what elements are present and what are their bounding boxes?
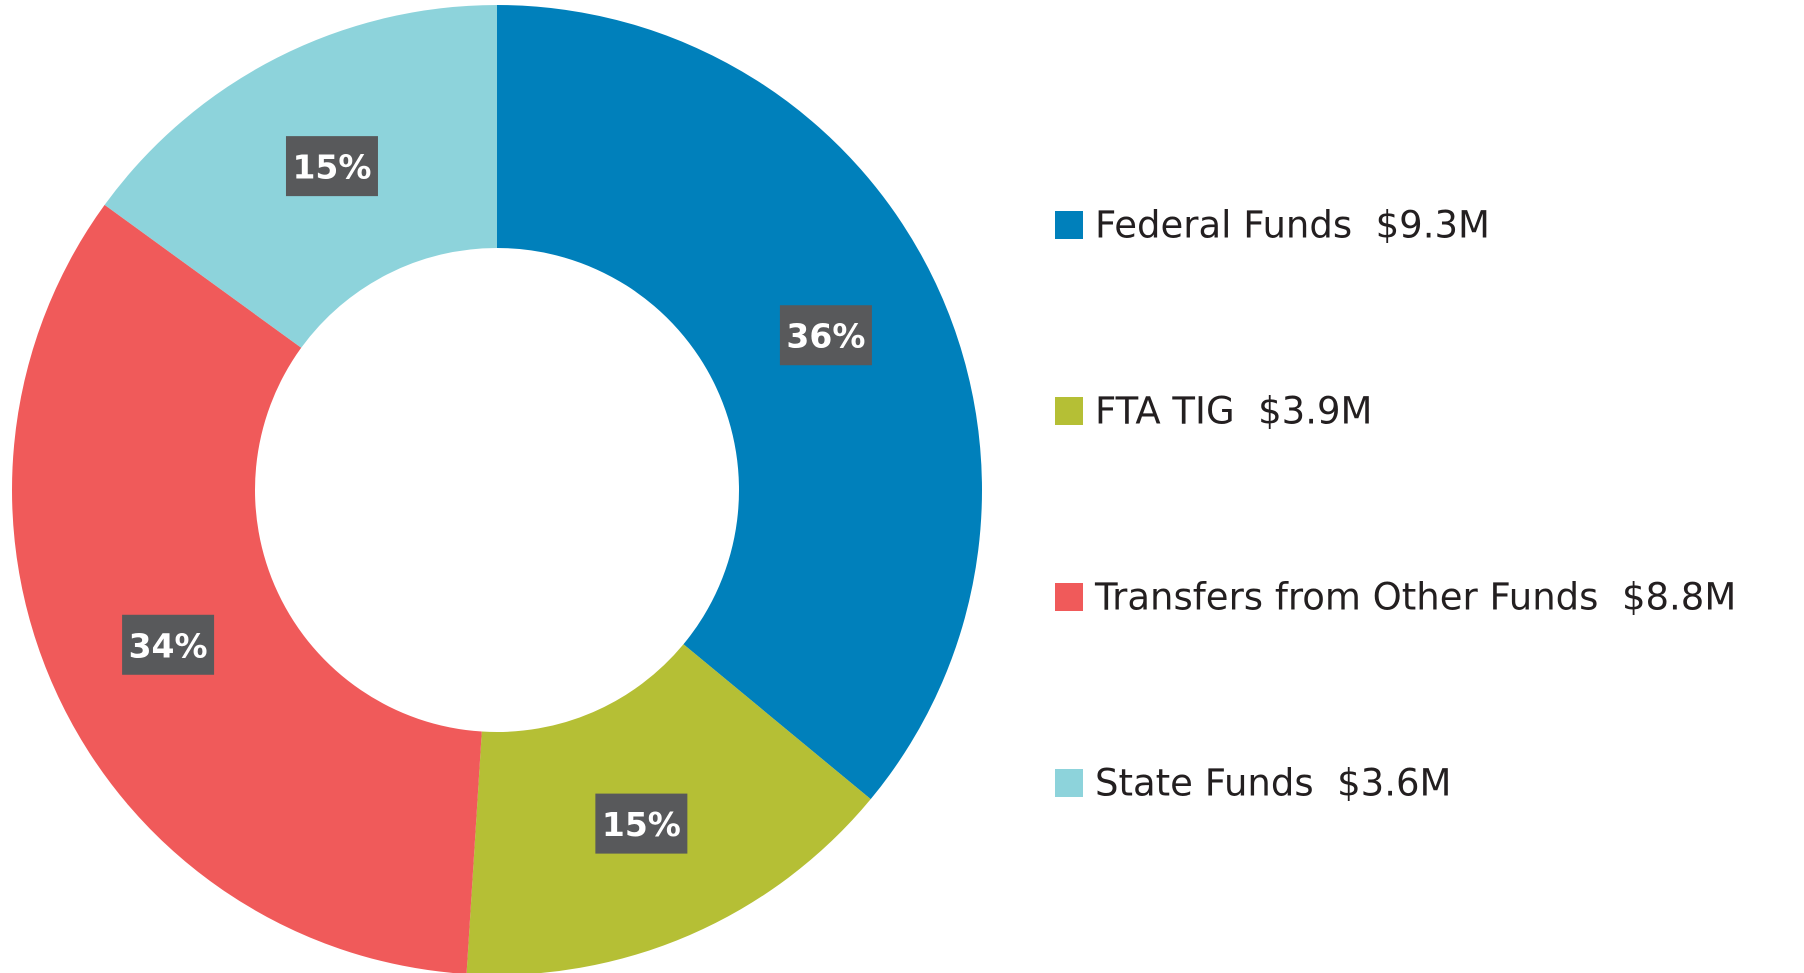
- slice: [12, 204, 482, 973]
- value-label-box: [122, 614, 215, 675]
- legend-text: State Funds $3.6M: [1095, 762, 1451, 805]
- legend-swatch: [1055, 211, 1083, 239]
- legend-text: Federal Funds $9.3M: [1095, 204, 1490, 247]
- slice: [497, 5, 982, 800]
- value-label-box: [595, 793, 688, 854]
- value-label: 36%: [786, 317, 865, 356]
- value-label-box: [285, 136, 378, 197]
- value-label-box: [779, 305, 872, 366]
- legend-swatch: [1055, 583, 1083, 611]
- legend-text: FTA TIG $3.9M: [1095, 390, 1372, 433]
- value-label: 34%: [129, 626, 208, 665]
- legend-swatch: [1055, 769, 1083, 797]
- value-label: 15%: [602, 805, 681, 844]
- legend-text: Transfers from Other Funds $8.8M: [1094, 576, 1736, 619]
- value-label: 15%: [292, 148, 371, 187]
- legend-swatch: [1055, 397, 1083, 425]
